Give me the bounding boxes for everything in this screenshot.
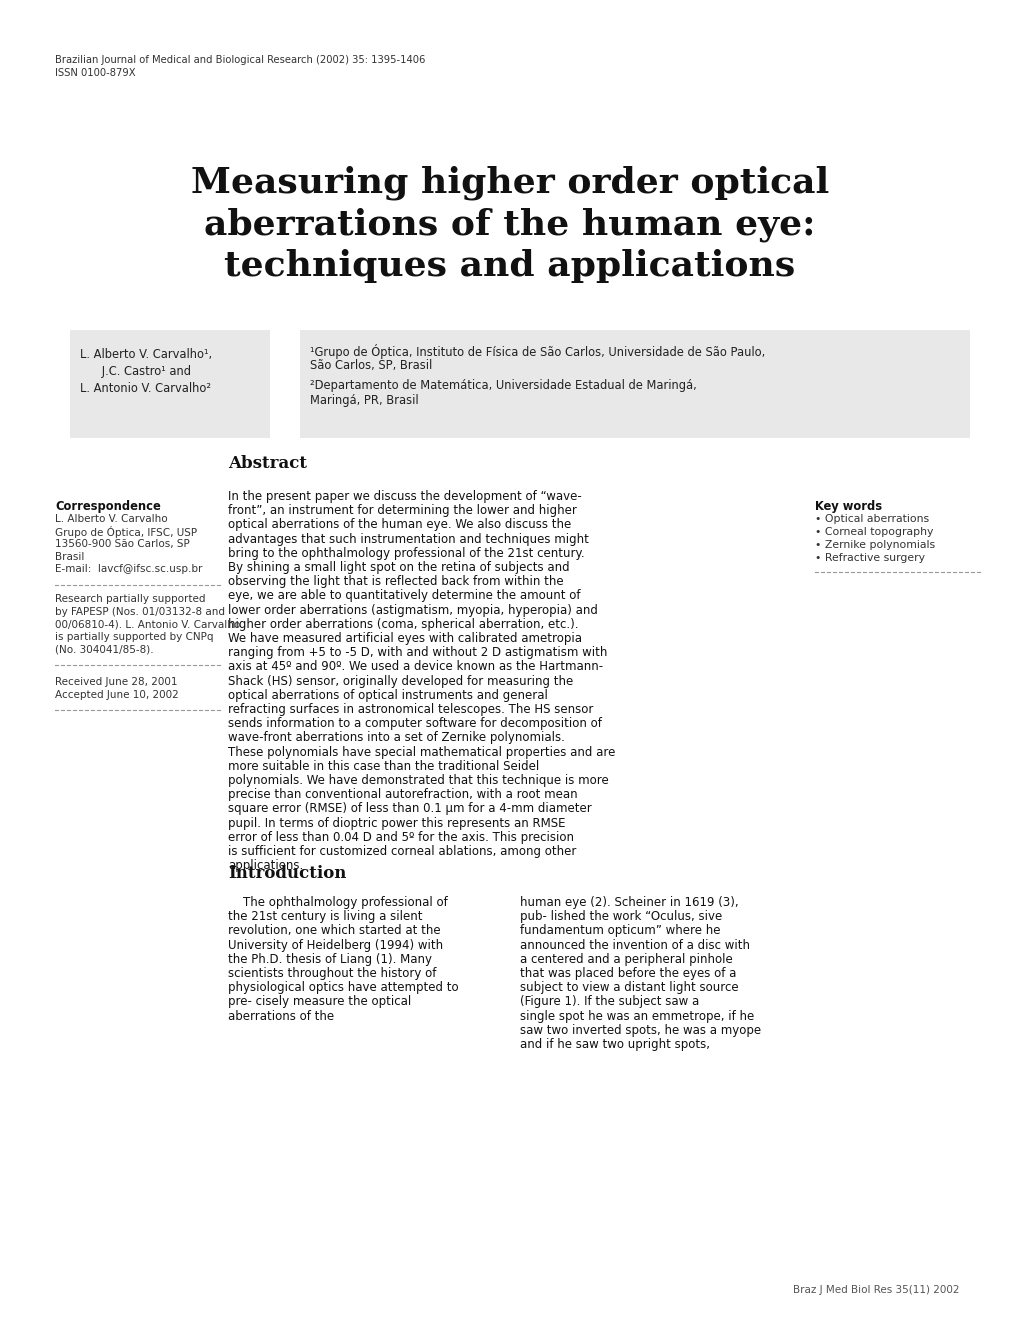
Text: that was placed before the eyes of a: that was placed before the eyes of a bbox=[520, 968, 736, 979]
Text: error of less than 0.04 D and 5º for the axis. This precision: error of less than 0.04 D and 5º for the… bbox=[228, 830, 574, 843]
Text: By shining a small light spot on the retina of subjects and: By shining a small light spot on the ret… bbox=[228, 561, 569, 574]
Text: announced the invention of a disc with: announced the invention of a disc with bbox=[520, 939, 749, 952]
Text: wave-front aberrations into a set of Zernike polynomials.: wave-front aberrations into a set of Zer… bbox=[228, 731, 565, 744]
Text: Braz J Med Biol Res 35(11) 2002: Braz J Med Biol Res 35(11) 2002 bbox=[793, 1284, 959, 1295]
Text: We have measured artificial eyes with calibrated ametropia: We have measured artificial eyes with ca… bbox=[228, 632, 582, 645]
Text: ²Departamento de Matemática, Universidade Estadual de Maringá,: ²Departamento de Matemática, Universidad… bbox=[310, 379, 696, 392]
Text: techniques and applications: techniques and applications bbox=[224, 249, 795, 282]
Text: Abstract: Abstract bbox=[228, 455, 307, 473]
Text: (No. 304041/85-8).: (No. 304041/85-8). bbox=[55, 644, 154, 655]
Text: pre- cisely measure the optical: pre- cisely measure the optical bbox=[228, 995, 411, 1008]
Text: advantages that such instrumentation and techniques might: advantages that such instrumentation and… bbox=[228, 532, 588, 545]
Text: a centered and a peripheral pinhole: a centered and a peripheral pinhole bbox=[520, 953, 732, 966]
Text: pupil. In terms of dioptric power this represents an RMSE: pupil. In terms of dioptric power this r… bbox=[228, 817, 565, 829]
Text: Key words: Key words bbox=[814, 500, 881, 513]
Text: saw two inverted spots, he was a myope: saw two inverted spots, he was a myope bbox=[520, 1024, 760, 1036]
Text: pub- lished the work “Oculus, sive: pub- lished the work “Oculus, sive bbox=[520, 911, 721, 923]
Text: These polynomials have special mathematical properties and are: These polynomials have special mathemati… bbox=[228, 746, 614, 759]
Text: Brasil: Brasil bbox=[55, 552, 85, 561]
Text: precise than conventional autorefraction, with a root mean: precise than conventional autorefraction… bbox=[228, 788, 577, 801]
Text: physiological optics have attempted to: physiological optics have attempted to bbox=[228, 981, 459, 994]
Text: scientists throughout the history of: scientists throughout the history of bbox=[228, 968, 436, 979]
Text: higher order aberrations (coma, spherical aberration, etc.).: higher order aberrations (coma, spherica… bbox=[228, 618, 578, 631]
Text: Brazilian Journal of Medical and Biological Research (2002) 35: 1395-1406: Brazilian Journal of Medical and Biologi… bbox=[55, 55, 425, 65]
Text: E-mail:  lavcf@ifsc.sc.usp.br: E-mail: lavcf@ifsc.sc.usp.br bbox=[55, 564, 202, 574]
FancyBboxPatch shape bbox=[70, 330, 270, 438]
Text: the Ph.D. thesis of Liang (1). Many: the Ph.D. thesis of Liang (1). Many bbox=[228, 953, 432, 966]
Text: more suitable in this case than the traditional Seidel: more suitable in this case than the trad… bbox=[228, 760, 539, 772]
Text: Research partially supported: Research partially supported bbox=[55, 594, 205, 605]
Text: by FAPESP (Nos. 01/03132-8 and: by FAPESP (Nos. 01/03132-8 and bbox=[55, 607, 225, 616]
Text: • Optical aberrations: • Optical aberrations bbox=[814, 513, 928, 524]
Text: axis at 45º and 90º. We used a device known as the Hartmann-: axis at 45º and 90º. We used a device kn… bbox=[228, 660, 602, 673]
Text: aberrations of the human eye:: aberrations of the human eye: bbox=[204, 207, 815, 242]
Text: ranging from +5 to -5 D, with and without 2 D astigmatism with: ranging from +5 to -5 D, with and withou… bbox=[228, 647, 606, 659]
Text: sends information to a computer software for decomposition of: sends information to a computer software… bbox=[228, 717, 601, 730]
Text: Received June 28, 2001: Received June 28, 2001 bbox=[55, 677, 177, 686]
Text: bring to the ophthalmology professional of the 21st century.: bring to the ophthalmology professional … bbox=[228, 546, 584, 560]
Text: 13560-900 São Carlos, SP: 13560-900 São Carlos, SP bbox=[55, 539, 190, 549]
Text: eye, we are able to quantitatively determine the amount of: eye, we are able to quantitatively deter… bbox=[228, 590, 580, 602]
Text: ¹Grupo de Óptica, Instituto de Física de São Carlos, Universidade de São Paulo,: ¹Grupo de Óptica, Instituto de Física de… bbox=[310, 345, 764, 359]
Text: University of Heidelberg (1994) with: University of Heidelberg (1994) with bbox=[228, 939, 442, 952]
Text: Maringá, PR, Brasil: Maringá, PR, Brasil bbox=[310, 393, 418, 407]
Text: single spot he was an emmetrope, if he: single spot he was an emmetrope, if he bbox=[520, 1010, 753, 1023]
Text: Accepted June 10, 2002: Accepted June 10, 2002 bbox=[55, 689, 178, 700]
Text: and if he saw two upright spots,: and if he saw two upright spots, bbox=[520, 1038, 709, 1051]
Text: front”, an instrument for determining the lower and higher: front”, an instrument for determining th… bbox=[228, 504, 577, 517]
Text: • Refractive surgery: • Refractive surgery bbox=[814, 553, 924, 564]
Text: In the present paper we discuss the development of “wave-: In the present paper we discuss the deve… bbox=[228, 490, 581, 503]
Text: refracting surfaces in astronomical telescopes. The HS sensor: refracting surfaces in astronomical tele… bbox=[228, 704, 593, 715]
Text: L. Antonio V. Carvalho²: L. Antonio V. Carvalho² bbox=[79, 381, 211, 395]
Text: optical aberrations of the human eye. We also discuss the: optical aberrations of the human eye. We… bbox=[228, 519, 571, 532]
Text: J.C. Castro¹ and: J.C. Castro¹ and bbox=[79, 366, 191, 378]
FancyBboxPatch shape bbox=[300, 330, 969, 438]
Text: the 21st century is living a silent: the 21st century is living a silent bbox=[228, 911, 422, 923]
Text: • Zernike polynomials: • Zernike polynomials bbox=[814, 540, 934, 550]
Text: L. Alberto V. Carvalho: L. Alberto V. Carvalho bbox=[55, 513, 167, 524]
Text: São Carlos, SP, Brasil: São Carlos, SP, Brasil bbox=[310, 359, 432, 372]
Text: Shack (HS) sensor, originally developed for measuring the: Shack (HS) sensor, originally developed … bbox=[228, 675, 573, 688]
Text: is sufficient for customized corneal ablations, among other: is sufficient for customized corneal abl… bbox=[228, 845, 576, 858]
Text: fundamentum opticum” where he: fundamentum opticum” where he bbox=[520, 924, 719, 937]
Text: human eye (2). Scheiner in 1619 (3),: human eye (2). Scheiner in 1619 (3), bbox=[520, 896, 738, 909]
Text: lower order aberrations (astigmatism, myopia, hyperopia) and: lower order aberrations (astigmatism, my… bbox=[228, 603, 597, 616]
Text: square error (RMSE) of less than 0.1 μm for a 4-mm diameter: square error (RMSE) of less than 0.1 μm … bbox=[228, 803, 591, 816]
Text: ISSN 0100-879X: ISSN 0100-879X bbox=[55, 69, 136, 78]
Text: revolution, one which started at the: revolution, one which started at the bbox=[228, 924, 440, 937]
Text: Grupo de Óptica, IFSC, USP: Grupo de Óptica, IFSC, USP bbox=[55, 527, 197, 539]
Text: 00/06810-4). L. Antonio V. Carvalho: 00/06810-4). L. Antonio V. Carvalho bbox=[55, 619, 240, 630]
Text: aberrations of the: aberrations of the bbox=[228, 1010, 334, 1023]
Text: L. Alberto V. Carvalho¹,: L. Alberto V. Carvalho¹, bbox=[79, 348, 212, 360]
Text: observing the light that is reflected back from within the: observing the light that is reflected ba… bbox=[228, 576, 564, 589]
Text: is partially supported by CNPq: is partially supported by CNPq bbox=[55, 632, 213, 642]
Text: optical aberrations of optical instruments and general: optical aberrations of optical instrumen… bbox=[228, 689, 547, 702]
Text: (Figure 1). If the subject saw a: (Figure 1). If the subject saw a bbox=[520, 995, 699, 1008]
Text: applications.: applications. bbox=[228, 859, 303, 873]
Text: polynomials. We have demonstrated that this technique is more: polynomials. We have demonstrated that t… bbox=[228, 774, 608, 787]
Text: Introduction: Introduction bbox=[228, 865, 346, 882]
Text: subject to view a distant light source: subject to view a distant light source bbox=[520, 981, 738, 994]
Text: • Corneal topography: • Corneal topography bbox=[814, 527, 932, 537]
Text: Measuring higher order optical: Measuring higher order optical bbox=[191, 165, 828, 199]
Text: Correspondence: Correspondence bbox=[55, 500, 161, 513]
Text: The ophthalmology professional of: The ophthalmology professional of bbox=[228, 896, 447, 909]
